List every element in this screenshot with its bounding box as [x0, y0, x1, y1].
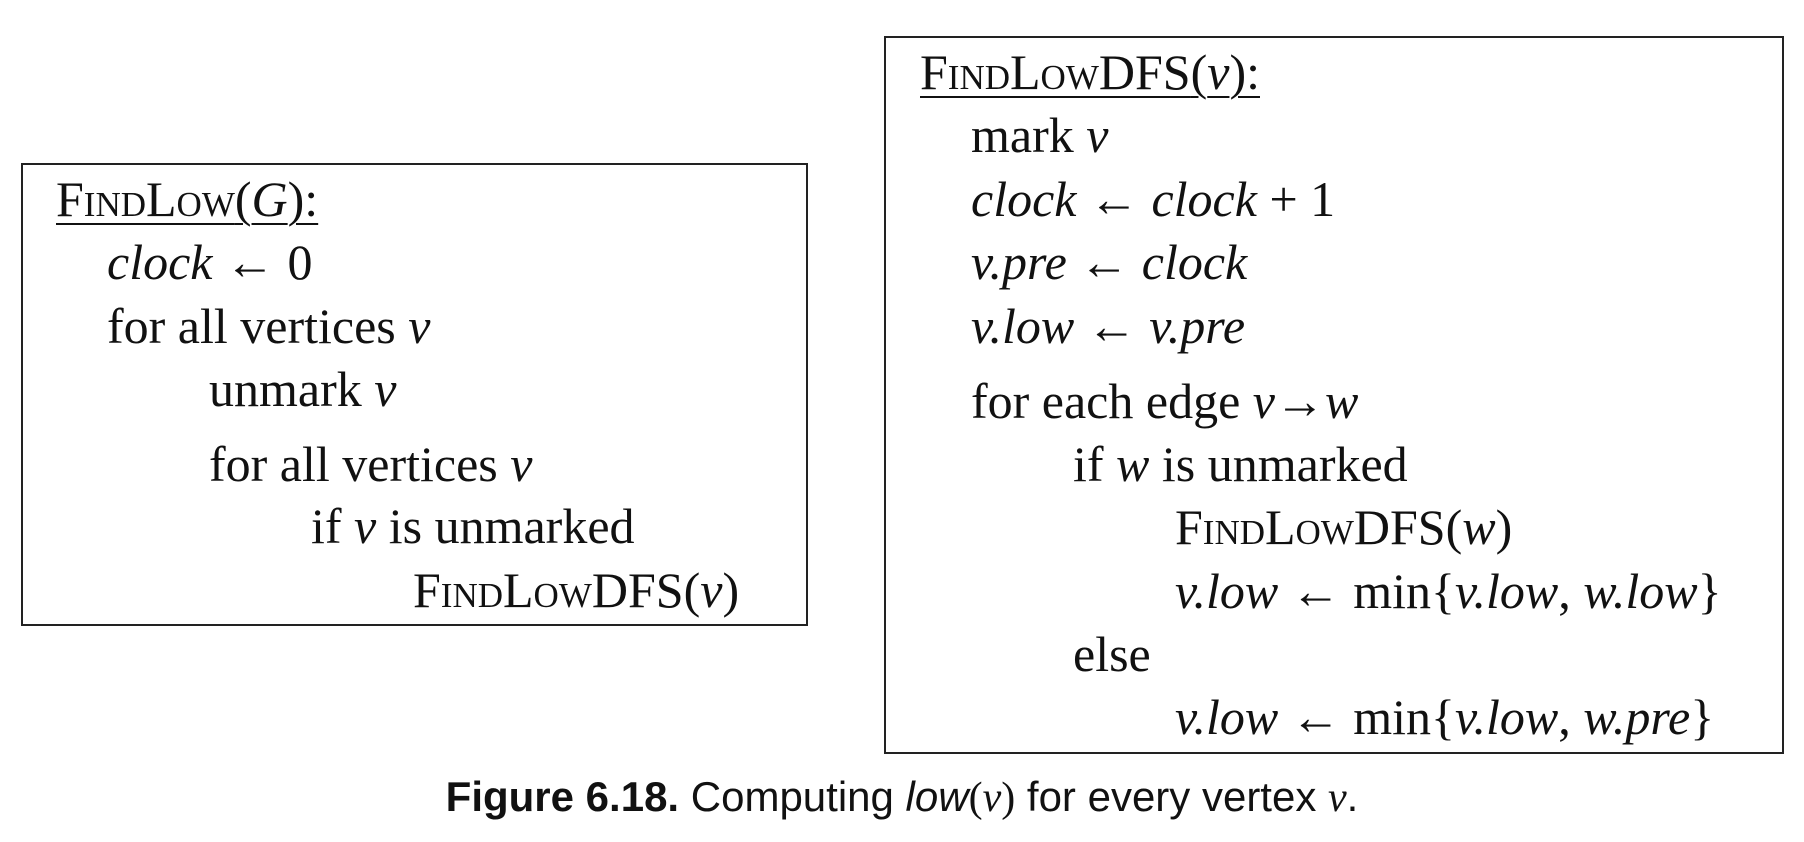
call-findlowdfs: FindLowDFS [413, 562, 684, 618]
keyword-text: for all vertices [209, 436, 511, 492]
findlow-name: FindLow [56, 171, 235, 227]
var-clock: clock [107, 234, 213, 290]
findlowdfs-line-else: else [1073, 629, 1151, 679]
findlowdfs-line-set-pre: v.pre ← clock [971, 237, 1247, 287]
findlow-param: G [251, 171, 288, 227]
findlowdfs-param: v [1207, 44, 1230, 100]
findlow-line-clock-init: clock ← 0 [107, 237, 312, 287]
findlow-line-unmark: unmark v [209, 364, 396, 414]
keyword-text: unmark [209, 361, 375, 417]
value-zero: 0 [287, 234, 313, 290]
var-v: v [354, 498, 377, 554]
var-w: w [1462, 499, 1496, 555]
findlowdfs-line-clock-increment: clock ← clock + 1 [971, 174, 1335, 224]
findlowdfs-line-min-pre: v.low ← min{v.low, w.pre} [1175, 692, 1714, 742]
findlow-line-for-all-2: for all vertices v [209, 439, 532, 489]
keyword-text: for all vertices [107, 298, 409, 354]
var-w-pre: w.pre [1583, 689, 1691, 745]
close-brace: } [1697, 563, 1722, 619]
comma: , [1558, 689, 1584, 745]
findlowdfs-title: FindLowDFS(v): [920, 44, 1260, 100]
var-v-low: v.low [1175, 563, 1279, 619]
findlowdfs-line-for-each-edge: for each edge v→w [971, 376, 1358, 426]
keyword-text: mark [971, 107, 1087, 163]
keyword-else: else [1073, 626, 1151, 682]
caption-text: Computing [679, 773, 906, 820]
keyword-text: is unmarked [1149, 436, 1408, 492]
figure-caption: Figure 6.18. Computing low(v) for every … [445, 773, 1359, 821]
assign-arrow: ← [1066, 234, 1142, 290]
var-v-pre: v.pre [1149, 298, 1246, 354]
plus-one: + 1 [1256, 171, 1336, 227]
assign-min: ← min{ [1278, 563, 1456, 619]
caption-function: low [905, 773, 969, 820]
findlowdfs-name: FindLowDFS [920, 44, 1191, 100]
figure-label: Figure 6.18. [445, 773, 680, 820]
caption-text: for every vertex [1015, 773, 1328, 820]
caption-period: . [1346, 773, 1359, 820]
assign-arrow: ← [1076, 171, 1152, 227]
var-v-low: v.low [1455, 563, 1559, 619]
edge-v-to-w: v→w [1252, 373, 1359, 429]
findlowdfs-line-min-low: v.low ← min{v.low, w.low} [1175, 566, 1722, 616]
var-v: v [408, 298, 431, 354]
caption-var: v [1328, 775, 1347, 821]
comma: , [1558, 563, 1584, 619]
keyword-text: is unmarked [376, 498, 635, 554]
var-v: v [510, 436, 533, 492]
keyword-if: if [311, 498, 355, 554]
assign-arrow: ← [1074, 298, 1150, 354]
var-v-low: v.low [1175, 689, 1279, 745]
findlowdfs-line-set-low: v.low ← v.pre [971, 301, 1245, 351]
var-clock: clock [1141, 234, 1248, 290]
caption-arg: v [982, 775, 1002, 821]
var-v: v [700, 562, 723, 618]
keyword-text: for each edge [971, 373, 1253, 429]
var-w-low: w.low [1583, 563, 1698, 619]
findlow-line-if-unmarked: if v is unmarked [311, 501, 635, 551]
var-v: v [374, 361, 397, 417]
findlowdfs-line-mark: mark v [971, 110, 1108, 160]
var-v-low: v.low [1455, 689, 1559, 745]
findlow-algorithm-box: FindLow(G): clock ← 0 for all vertices v… [21, 163, 808, 626]
keyword-if: if [1073, 436, 1117, 492]
var-clock: clock [1151, 171, 1257, 227]
var-v-low: v.low [971, 298, 1075, 354]
findlowdfs-line-recursive-call: FindLowDFS(w) [1175, 499, 1513, 555]
findlowdfs-line-if-unmarked: if w is unmarked [1073, 439, 1408, 489]
var-clock: clock [971, 171, 1077, 227]
findlow-title: FindLow(G): [56, 171, 319, 227]
findlowdfs-algorithm-box: FindLowDFS(v): mark v clock ← clock + 1 … [884, 36, 1784, 754]
call-findlowdfs: FindLowDFS [1175, 499, 1446, 555]
close-brace: } [1690, 689, 1715, 745]
var-w: w [1116, 436, 1150, 492]
assign-min: ← min{ [1278, 689, 1456, 745]
findlow-line-for-all-1: for all vertices v [107, 301, 430, 351]
var-v-pre: v.pre [971, 234, 1067, 290]
var-v: v [1086, 107, 1109, 163]
findlow-line-call-dfs: FindLowDFS(v) [413, 562, 740, 618]
assign-arrow: ← [212, 234, 288, 290]
